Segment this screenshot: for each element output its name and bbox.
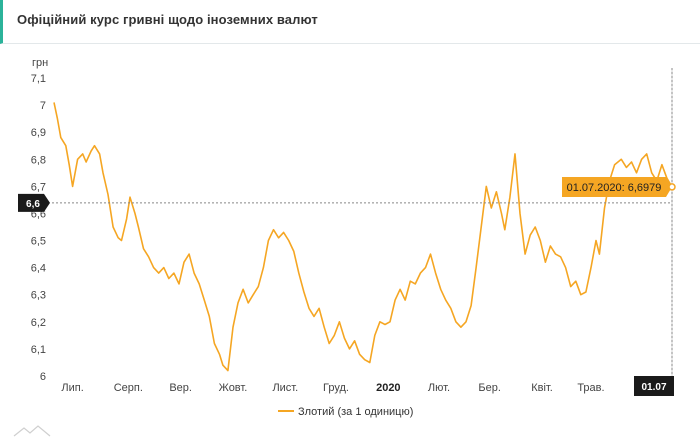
x-tick-label: Трав.: [577, 382, 604, 394]
y-tick-label: 6,3: [31, 290, 46, 302]
y-axis-unit: грн: [32, 57, 48, 69]
y-tick-label: 7: [40, 100, 46, 112]
page-title: Офіційний курс гривні щодо іноземних вал…: [17, 12, 318, 27]
x-tick-label: Вер.: [169, 382, 192, 394]
x-tick-label: Груд.: [323, 382, 349, 394]
crosshair-overlay: 6,6 01.07 01.07.2020: 6,6979: [18, 68, 676, 396]
series-line-zloty: [53, 102, 673, 372]
x-tick-label: Лист.: [272, 382, 298, 394]
crosshair-y-label: 6,6: [26, 199, 40, 210]
x-tick-label: Квіт.: [531, 382, 553, 394]
plot-area[interactable]: [53, 102, 673, 372]
crosshair-x-flag: [634, 376, 674, 396]
x-tick-label: 2020: [376, 382, 400, 394]
legend[interactable]: Злотий (за 1 одиницю): [278, 406, 413, 418]
y-tick-label: 6,2: [31, 317, 46, 329]
y-tick-label: 6,4: [31, 263, 46, 275]
y-tick-label: 6,1: [31, 344, 46, 356]
mountain-logo-icon: [13, 425, 51, 437]
y-tick-label: 6: [40, 371, 46, 383]
y-tick-label: 6,7: [31, 181, 46, 193]
x-tick-label: Бер.: [478, 382, 501, 394]
hover-point-marker: [668, 183, 676, 191]
tooltip-box: [562, 177, 672, 197]
legend-item-zloty: Злотий (за 1 одиницю): [298, 406, 413, 418]
x-axis: Лип. Серп. Вер. Жовт. Лист. Груд. 2020 Лют. Бер.…: [61, 382, 604, 394]
x-tick-label: Жовт.: [219, 382, 248, 394]
crosshair-y-flag: [18, 193, 50, 212]
y-tick-label: 6,5: [31, 236, 46, 248]
y-tick-label: 6,8: [31, 154, 46, 166]
y-tick-label: 7,1: [31, 73, 46, 85]
x-tick-label: Лип.: [61, 382, 83, 394]
header: Офіційний курс гривні щодо іноземних вал…: [0, 0, 700, 44]
x-tick-label: Серп.: [114, 382, 143, 394]
brand-logo: [13, 425, 51, 437]
y-tick-label: 6,9: [31, 127, 46, 139]
crosshair-x-label: 01.07: [641, 382, 666, 393]
tooltip-text: 01.07.2020: 6,6979: [567, 182, 662, 194]
x-tick-label: Лют.: [428, 382, 450, 394]
